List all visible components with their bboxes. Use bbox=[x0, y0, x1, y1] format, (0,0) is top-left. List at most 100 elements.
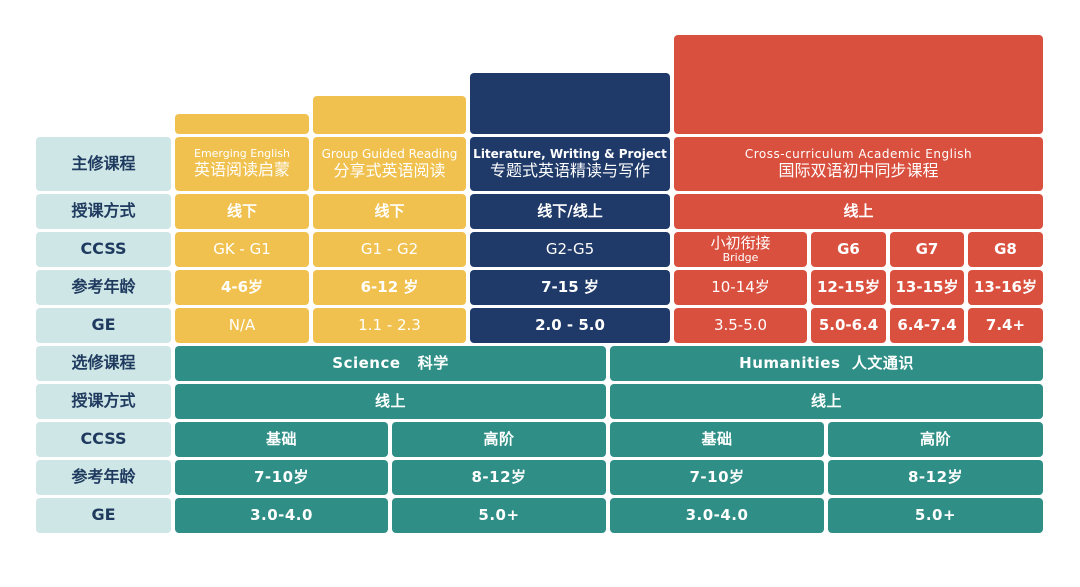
group-guided-age: 6-12 岁 bbox=[313, 270, 466, 305]
cross-age-g7-value: 13-15岁 bbox=[895, 277, 959, 296]
cross-ccss-g8: G8 bbox=[968, 232, 1043, 267]
row-header-age2-label: 参考年龄 bbox=[71, 467, 136, 487]
humanities-ge-advanced-value: 5.0+ bbox=[914, 505, 957, 524]
humanities-age-advanced-value: 8-12岁 bbox=[907, 467, 964, 486]
cross-ccss-g8-value: G8 bbox=[994, 239, 1017, 258]
science-title: Science 科学 bbox=[332, 353, 449, 372]
cross-ge-bridge: 3.5-5.0 bbox=[674, 308, 807, 343]
cross-ccss-bridge-cn: 小初衔接 bbox=[710, 233, 771, 252]
row-header-major: 主修课程 bbox=[36, 137, 171, 191]
row-header-ccss: CCSS bbox=[36, 232, 171, 267]
humanities-ge-advanced: 5.0+ bbox=[828, 498, 1043, 533]
cross-age-g6-value: 12-15岁 bbox=[817, 277, 880, 296]
row-header-ge-label: GE bbox=[91, 315, 116, 335]
emerging-step-bar bbox=[175, 114, 309, 134]
literature-step-bar bbox=[470, 73, 670, 134]
emerging-age-value: 4-6岁 bbox=[220, 277, 264, 296]
literature-ge-value: 2.0 - 5.0 bbox=[535, 315, 605, 334]
literature-age-value: 7-15 岁 bbox=[541, 277, 599, 296]
row-header-ccss-label: CCSS bbox=[80, 239, 127, 259]
literature-age: 7-15 岁 bbox=[470, 270, 670, 305]
cross-age-g8: 13-16岁 bbox=[968, 270, 1043, 305]
group-guided-step-bar bbox=[313, 96, 466, 134]
cross-age-g7: 13-15岁 bbox=[890, 270, 964, 305]
cross-ge-bridge-value: 3.5-5.0 bbox=[713, 315, 768, 334]
science-mode-value: 线上 bbox=[374, 391, 406, 410]
humanities-ge-basic-value: 3.0-4.0 bbox=[685, 505, 749, 524]
group-guided-age-value: 6-12 岁 bbox=[360, 277, 419, 296]
humanities-age-basic-value: 7-10岁 bbox=[689, 467, 745, 486]
group-guided-ge-value: 1.1 - 2.3 bbox=[358, 315, 421, 334]
science-ge-basic: 3.0-4.0 bbox=[175, 498, 388, 533]
row-header-ge2: GE bbox=[36, 498, 171, 533]
humanities-mode-value: 线上 bbox=[810, 391, 842, 410]
cross-ccss-g6: G6 bbox=[811, 232, 886, 267]
science-ge-advanced: 5.0+ bbox=[392, 498, 606, 533]
science-age-basic-value: 7-10岁 bbox=[253, 467, 310, 486]
row-header-mode-label: 授课方式 bbox=[71, 201, 136, 221]
cross-ge-g8-value: 7.4+ bbox=[985, 315, 1026, 334]
row-header-mode2-label: 授课方式 bbox=[71, 391, 136, 411]
cross-ge-g7-value: 6.4-7.4 bbox=[897, 315, 957, 334]
row-header-mode2: 授课方式 bbox=[36, 384, 171, 419]
humanities-mode: 线上 bbox=[610, 384, 1043, 419]
row-header-age2: 参考年龄 bbox=[36, 460, 171, 495]
science-ge-advanced-value: 5.0+ bbox=[478, 505, 520, 524]
science-age-basic: 7-10岁 bbox=[175, 460, 388, 495]
cross-ge-g7: 6.4-7.4 bbox=[890, 308, 964, 343]
cross-age-bridge-value: 10-14岁 bbox=[711, 277, 770, 296]
cross-mode: 线上 bbox=[674, 194, 1043, 229]
cross-age-bridge: 10-14岁 bbox=[674, 270, 807, 305]
emerging-mode-value: 线下 bbox=[226, 201, 257, 220]
literature-ccss-value: G2-G5 bbox=[545, 239, 595, 258]
row-header-mode: 授课方式 bbox=[36, 194, 171, 229]
science-course-title: Science 科学 bbox=[175, 346, 606, 381]
literature-mode-value: 线下/线上 bbox=[537, 201, 603, 220]
cross-ge-g6: 5.0-6.4 bbox=[811, 308, 886, 343]
emerging-ge: N/A bbox=[175, 308, 309, 343]
science-ccss-advanced-value: 高阶 bbox=[483, 429, 515, 448]
literature-ccss: G2-G5 bbox=[470, 232, 670, 267]
science-mode: 线上 bbox=[175, 384, 606, 419]
cross-ge-g8: 7.4+ bbox=[968, 308, 1043, 343]
science-ccss-basic-value: 基础 bbox=[265, 429, 297, 448]
row-header-age: 参考年龄 bbox=[36, 270, 171, 305]
science-ccss-advanced: 高阶 bbox=[392, 422, 606, 457]
literature-title-cn: 专题式英语精读与写作 bbox=[489, 160, 650, 180]
cross-ccss-bridge-en: Bridge bbox=[722, 250, 759, 264]
humanities-course-title: Humanities 人文通识 bbox=[610, 346, 1043, 381]
row-header-age-label: 参考年龄 bbox=[71, 277, 136, 297]
row-header-ccss2: CCSS bbox=[36, 422, 171, 457]
group-guided-title-en: Group Guided Reading bbox=[321, 146, 458, 161]
cross-step-bar bbox=[674, 35, 1043, 134]
science-ge-basic-value: 3.0-4.0 bbox=[250, 505, 313, 524]
cross-ccss-g6-value: G6 bbox=[837, 239, 860, 258]
emerging-mode: 线下 bbox=[175, 194, 309, 229]
humanities-ge-basic: 3.0-4.0 bbox=[610, 498, 824, 533]
cross-age-g8-value: 13-16岁 bbox=[974, 277, 1037, 296]
cross-title-cn: 国际双语初中同步课程 bbox=[778, 160, 939, 180]
cross-mode-value: 线上 bbox=[843, 201, 874, 220]
science-age-advanced-value: 8-12岁 bbox=[471, 467, 527, 486]
row-header-elective: 选修课程 bbox=[36, 346, 171, 381]
emerging-ge-value: N/A bbox=[228, 315, 256, 334]
group-guided-title-cn: 分享式英语阅读 bbox=[333, 160, 446, 180]
cross-age-g6: 12-15岁 bbox=[811, 270, 886, 305]
cross-title-en: Cross-curriculum Academic English bbox=[744, 146, 973, 161]
humanities-ccss-advanced: 高阶 bbox=[828, 422, 1043, 457]
row-header-ge2-label: GE bbox=[91, 505, 116, 525]
cross-ccss-bridge: 小初衔接 Bridge bbox=[674, 232, 807, 267]
group-guided-ccss-value: G1 - G2 bbox=[360, 239, 419, 258]
humanities-age-advanced: 8-12岁 bbox=[828, 460, 1043, 495]
humanities-title: Humanities 人文通识 bbox=[739, 353, 914, 372]
group-guided-course-title: Group Guided Reading 分享式英语阅读 bbox=[313, 137, 466, 191]
row-header-elective-label: 选修课程 bbox=[71, 353, 136, 373]
science-ccss-basic: 基础 bbox=[175, 422, 388, 457]
group-guided-ge: 1.1 - 2.3 bbox=[313, 308, 466, 343]
emerging-title-cn: 英语阅读启蒙 bbox=[193, 160, 290, 180]
literature-title-en: Literature, Writing & Project bbox=[473, 146, 667, 161]
cross-ccss-g7: G7 bbox=[890, 232, 964, 267]
row-header-major-label: 主修课程 bbox=[71, 153, 136, 173]
group-guided-ccss: G1 - G2 bbox=[313, 232, 466, 267]
literature-course-title: Literature, Writing & Project 专题式英语精读与写作 bbox=[470, 137, 670, 191]
